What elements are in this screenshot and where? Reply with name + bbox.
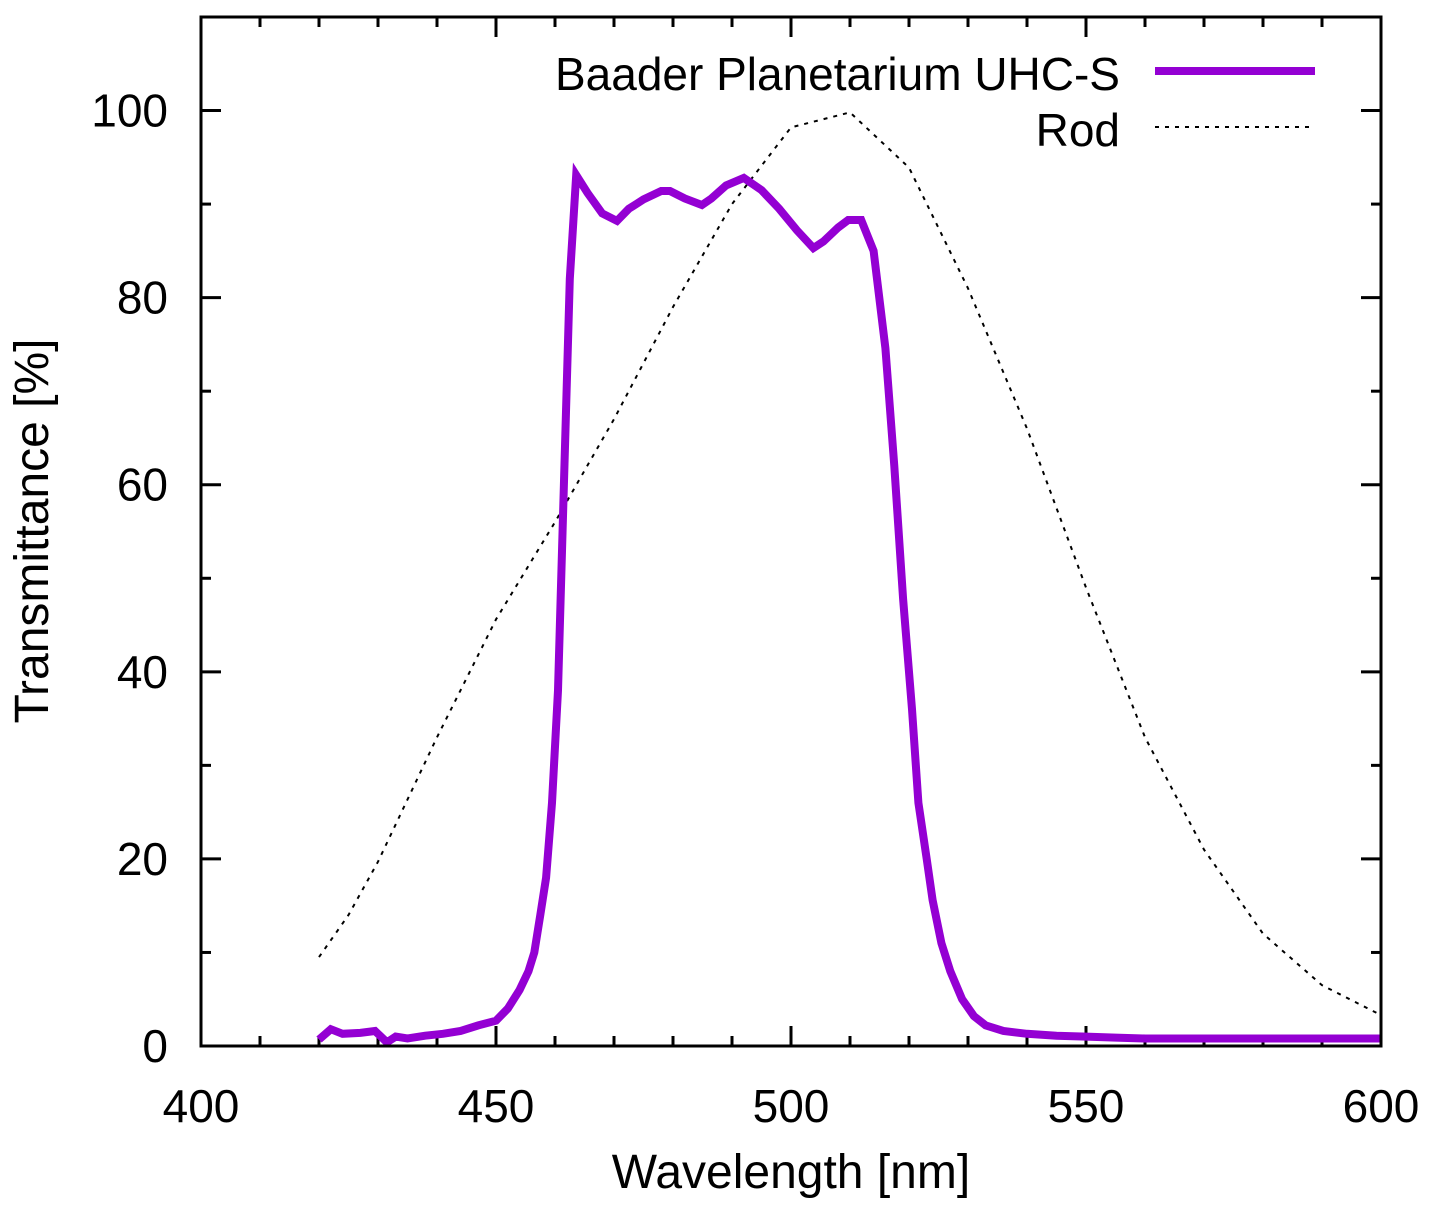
series-lines bbox=[316, 111, 1382, 1048]
plot-frame bbox=[199, 15, 1383, 1048]
series-line-uhc-s bbox=[316, 162, 1381, 1048]
y-axis-title: Transmittance [%] bbox=[6, 338, 59, 723]
legend-label-rod: Rod bbox=[1036, 104, 1120, 156]
series-line-rod bbox=[318, 111, 1382, 1016]
y-tick-label: 0 bbox=[142, 1020, 168, 1072]
tick-labels: 400 450 500 550 600 0 20 40 60 80 100 bbox=[91, 85, 1419, 1132]
legend-label-uhc-s: Baader Planetarium UHC-S bbox=[555, 48, 1120, 100]
y-tick-label: 60 bbox=[117, 459, 168, 511]
x-tick-label: 500 bbox=[753, 1080, 830, 1132]
x-axis-title: Wavelength [nm] bbox=[612, 1146, 970, 1199]
x-tick-label: 450 bbox=[458, 1080, 535, 1132]
x-tick-label: 550 bbox=[1048, 1080, 1125, 1132]
axis-ticks bbox=[199, 15, 1383, 1048]
x-tick-label: 400 bbox=[163, 1080, 240, 1132]
y-tick-label: 100 bbox=[91, 85, 168, 137]
legend: Baader Planetarium UHC-S Rod bbox=[555, 48, 1315, 156]
y-tick-label: 40 bbox=[117, 646, 168, 698]
y-tick-label: 20 bbox=[117, 833, 168, 885]
x-tick-label: 600 bbox=[1343, 1080, 1420, 1132]
y-tick-label: 80 bbox=[117, 272, 168, 324]
